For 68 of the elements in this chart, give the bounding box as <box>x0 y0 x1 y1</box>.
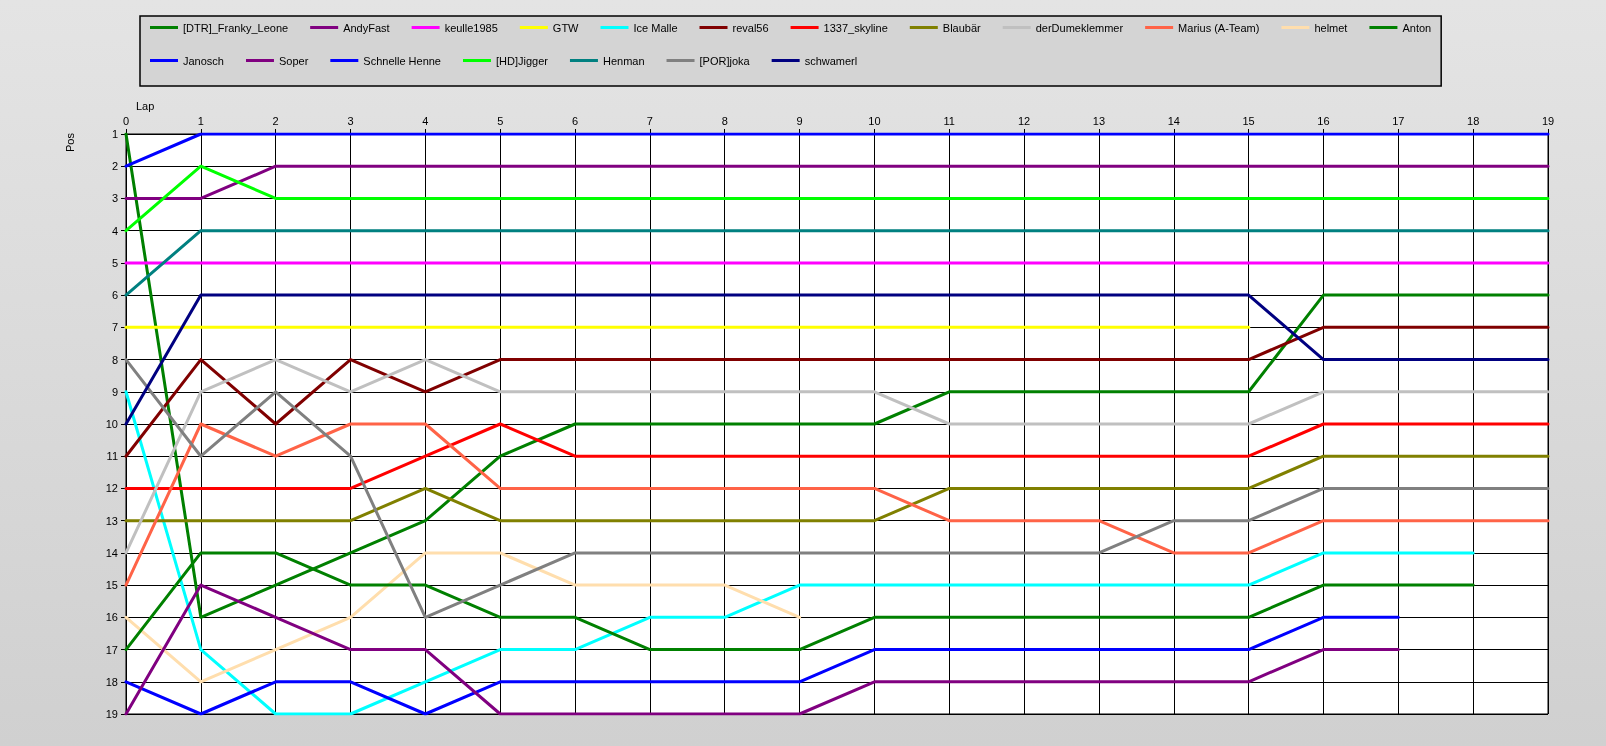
line-series <box>124 583 1400 716</box>
x-axis-title: Lap <box>136 99 155 112</box>
legend-label: Henman <box>602 54 645 67</box>
legend-label: Schnelle Henne <box>363 54 441 67</box>
x-tick-label: 6 <box>571 114 579 127</box>
legend-label: AndyFast <box>343 21 390 34</box>
y-tick-label: 14 <box>105 546 118 559</box>
legend-label: Ice Malle <box>633 21 678 34</box>
y-tick-label: 12 <box>105 482 118 495</box>
line-series <box>124 422 1550 587</box>
legend-label: [DTR]_Franky_Leone <box>183 21 289 34</box>
y-tick-label: 3 <box>111 192 118 205</box>
legend-label: Janosch <box>183 54 224 67</box>
legend-label: [POR]joka <box>699 54 751 67</box>
y-tick-label: 6 <box>111 289 118 302</box>
legend-label: derDumeklemmer <box>1035 21 1124 34</box>
legend-label: helmet <box>1314 21 1348 34</box>
line-series <box>124 358 1550 555</box>
y-tick-label: 11 <box>106 450 118 463</box>
x-tick-label: 2 <box>272 114 279 127</box>
x-tick-label: 5 <box>497 114 504 127</box>
legend-label: Marius (A-Team) <box>1178 21 1260 34</box>
x-tick-label: 7 <box>646 114 653 127</box>
y-tick-label: 1 <box>111 128 118 140</box>
y-tick-label: 17 <box>105 643 118 656</box>
x-tick-label: 0 <box>122 114 130 127</box>
x-tick-label: 1 <box>197 114 204 127</box>
legend-label: Blaubär <box>942 21 982 34</box>
legend-label: schwamerl <box>804 54 858 67</box>
y-tick-label: 16 <box>105 611 118 624</box>
y-tick-label: 10 <box>105 418 118 430</box>
line-series <box>124 390 1475 716</box>
x-tick-label: 12 <box>1017 114 1031 127</box>
line-series <box>124 325 1550 458</box>
y-tick-label: 4 <box>111 224 118 237</box>
y-tick-label: 19 <box>105 708 118 720</box>
legend-label: keulle1985 <box>444 21 498 34</box>
x-tick-label: 3 <box>347 114 354 127</box>
y-tick-label: 8 <box>111 353 118 366</box>
x-tick-label: 16 <box>1317 114 1330 127</box>
x-tick-label: 13 <box>1092 114 1106 127</box>
y-tick-label: 13 <box>105 514 118 527</box>
legend-label: Soper <box>278 54 309 67</box>
legend-label: GTW <box>552 21 580 34</box>
x-tick-label: 9 <box>796 114 803 127</box>
x-tick-label: 18 <box>1467 114 1480 127</box>
y-tick-label: 5 <box>111 256 118 269</box>
x-tick-label: 15 <box>1242 114 1255 127</box>
x-tick-label: 8 <box>721 114 728 127</box>
line-series <box>124 358 1550 619</box>
y-tick-label: 2 <box>111 160 118 173</box>
y-axis-title: Pos <box>63 132 76 152</box>
x-tick-label: 19 <box>1541 114 1555 127</box>
line-series <box>124 615 1400 716</box>
legend-label: [HD]Jigger <box>495 54 549 67</box>
y-tick-label: 15 <box>105 579 118 592</box>
y-tick-label: 7 <box>111 321 118 334</box>
x-tick-label: 4 <box>422 114 429 127</box>
x-tick-label: 17 <box>1392 114 1405 127</box>
legend-label: Anton <box>1402 21 1432 34</box>
legend-label: reval56 <box>732 21 769 34</box>
line-series <box>124 551 802 684</box>
x-tick-label: 10 <box>868 114 881 127</box>
x-tick-label: 11 <box>943 114 955 127</box>
y-tick-label: 9 <box>111 385 118 398</box>
y-tick-label: 18 <box>105 675 118 688</box>
legend-label: 1337_skyline <box>823 21 888 34</box>
x-tick-label: 14 <box>1167 114 1180 127</box>
